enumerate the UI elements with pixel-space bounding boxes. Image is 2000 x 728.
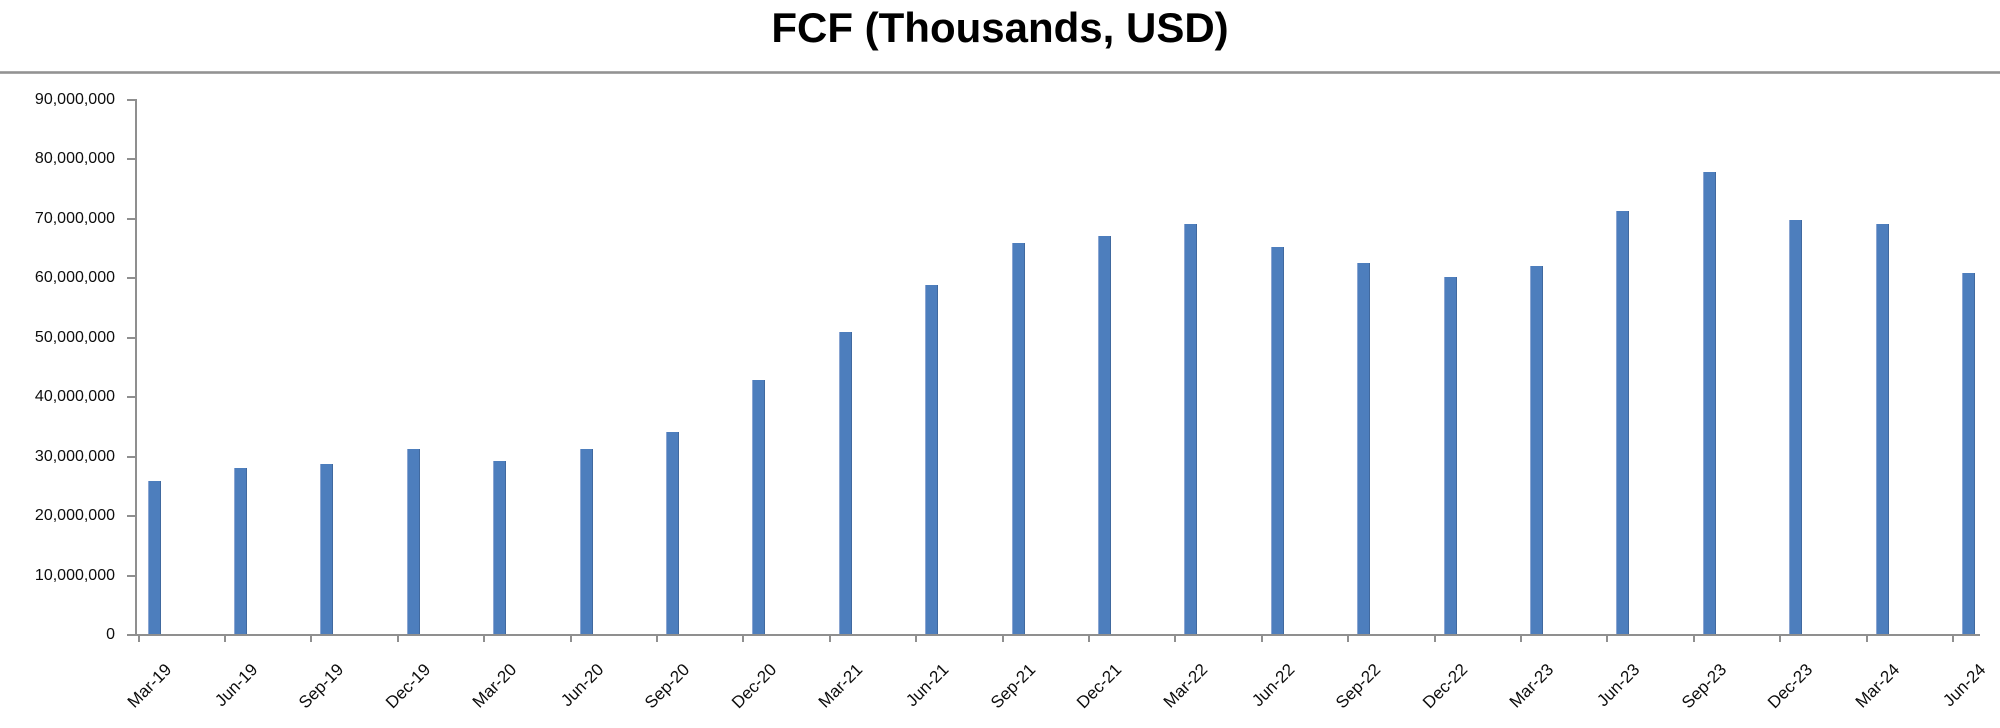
- x-axis-label: Dec-20: [727, 660, 780, 713]
- bar: [1443, 276, 1457, 634]
- x-tick: [1347, 634, 1350, 642]
- bar: [1097, 235, 1111, 634]
- x-tick: [137, 634, 140, 642]
- x-axis-label: Sep-22: [1332, 660, 1385, 713]
- x-tick: [1779, 634, 1782, 642]
- bar: [1616, 210, 1630, 634]
- y-tick-label: 60,000,000: [34, 269, 115, 287]
- bar: [320, 463, 334, 634]
- x-tick: [1519, 634, 1522, 642]
- x-tick: [1260, 634, 1263, 642]
- bar: [752, 380, 766, 634]
- y-tick-label: 40,000,000: [34, 388, 115, 406]
- bar: [147, 481, 161, 634]
- x-axis-label: Dec-23: [1764, 660, 1817, 713]
- y-tick-label: 10,000,000: [34, 566, 115, 584]
- y-tick: [127, 396, 136, 399]
- x-tick: [1606, 634, 1609, 642]
- x-axis-label: Mar-22: [1160, 660, 1212, 712]
- x-tick: [1433, 634, 1436, 642]
- y-tick: [127, 634, 136, 636]
- x-tick: [1951, 634, 1954, 642]
- bar: [665, 431, 679, 634]
- y-tick-label: 30,000,000: [34, 447, 115, 465]
- x-axis-label: Sep-23: [1677, 660, 1731, 713]
- bar: [1357, 263, 1371, 634]
- x-axis-label: Mar-21: [814, 660, 867, 712]
- y-tick-label: 80,000,000: [34, 150, 115, 168]
- bar: [838, 332, 852, 634]
- y-tick: [127, 217, 136, 220]
- bar: [1011, 242, 1025, 634]
- x-axis-label: Sep-20: [641, 660, 694, 713]
- x-axis-label: Dec-22: [1418, 660, 1471, 713]
- x-tick: [223, 634, 226, 642]
- y-tick: [127, 158, 136, 161]
- bar: [1184, 223, 1198, 634]
- bar: [1875, 223, 1889, 634]
- x-tick: [828, 634, 831, 642]
- bar: [925, 285, 939, 634]
- y-tick: [127, 336, 136, 339]
- x-axis-label: Jun-24: [1939, 660, 1990, 711]
- x-axis-label: Dec-19: [381, 660, 435, 713]
- bar: [406, 449, 420, 634]
- y-tick: [127, 455, 136, 458]
- x-tick: [915, 634, 918, 642]
- x-axis-label: Jun-23: [1593, 660, 1644, 711]
- x-tick: [1001, 634, 1004, 642]
- y-tick: [127, 574, 136, 577]
- x-axis-label: Jun-20: [556, 660, 607, 711]
- x-axis-line: [127, 634, 1980, 636]
- y-tick: [127, 515, 136, 518]
- y-tick-label: 90,000,000: [34, 91, 115, 108]
- y-tick: [127, 277, 136, 280]
- x-axis-label: Jun-19: [211, 660, 262, 711]
- y-tick-label: 70,000,000: [34, 209, 115, 227]
- x-tick: [483, 634, 486, 642]
- x-axis-label: Mar-24: [1851, 660, 1903, 712]
- y-tick: [127, 99, 136, 101]
- x-axis-label: Mar-20: [469, 660, 521, 712]
- x-tick: [1692, 634, 1695, 642]
- x-tick: [742, 634, 745, 642]
- x-axis-label: Jun-22: [1247, 660, 1299, 711]
- x-tick: [1087, 634, 1090, 642]
- y-tick-label: 20,000,000: [34, 507, 115, 525]
- chart-title: FCF (Thousands, USD): [771, 4, 1229, 51]
- bar: [1529, 266, 1543, 634]
- x-tick: [1174, 634, 1177, 642]
- bar: [233, 468, 247, 634]
- y-tick-label: 50,000,000: [34, 328, 115, 346]
- x-axis-label: Mar-23: [1505, 660, 1558, 712]
- title-separator-line: [0, 71, 2000, 74]
- bar: [1961, 273, 1975, 634]
- bar: [493, 461, 507, 634]
- y-tick-label: 0: [106, 626, 115, 643]
- bar: [1702, 172, 1716, 634]
- x-axis-label: Dec-21: [1073, 660, 1126, 713]
- y-axis-line: [135, 99, 137, 635]
- x-axis-label: Sep-21: [986, 660, 1039, 713]
- x-tick: [569, 634, 572, 642]
- x-tick: [310, 634, 313, 642]
- bar: [1789, 219, 1803, 634]
- x-axis-label: Jun-21: [902, 660, 953, 711]
- x-tick: [655, 634, 658, 642]
- bar: [1270, 247, 1284, 634]
- x-axis-label: Sep-19: [295, 660, 348, 713]
- x-tick: [1865, 634, 1868, 642]
- x-tick: [396, 634, 399, 642]
- x-axis-label: Mar-19: [123, 660, 175, 712]
- bar: [579, 449, 593, 634]
